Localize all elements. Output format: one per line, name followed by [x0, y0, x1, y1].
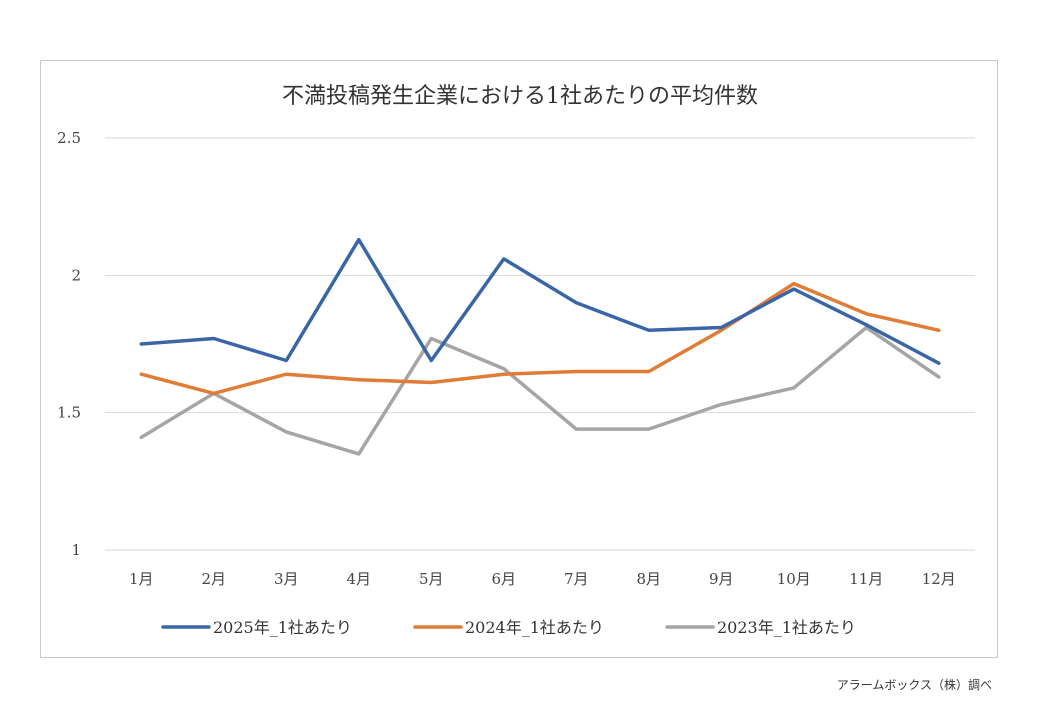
x-tick-label: 11月: [849, 570, 883, 588]
y-tick-label: 2: [71, 266, 81, 284]
source-credit: アラームボックス（株）調べ: [836, 678, 992, 692]
y-tick-label: 2.5: [57, 129, 81, 147]
series-line: [139, 237, 941, 365]
x-tick-label: 2月: [201, 570, 226, 588]
y-tick-label: 1.5: [57, 404, 81, 422]
legend-label: 2025年_1社あたり: [213, 618, 352, 637]
x-tick-label: 9月: [709, 570, 734, 588]
x-tick-label: 10月: [777, 570, 811, 588]
legend-label: 2024年_1社あたり: [465, 618, 604, 637]
x-tick-label: 4月: [346, 570, 371, 588]
x-tick-label: 5月: [419, 570, 444, 588]
y-tick-label: 1: [71, 541, 81, 559]
x-tick-label: 7月: [564, 570, 589, 588]
x-tick-label: 6月: [491, 570, 516, 588]
x-tick-label: 1月: [129, 570, 154, 588]
chart-frame: 不満投稿発生企業における1社あたりの平均件数 1 1.5 2 2.5 1月 2月 3月 4月…: [40, 60, 998, 658]
series-line: [139, 281, 941, 396]
series-line: [139, 325, 941, 456]
y-axis-ticks: 1 1.5 2 2.5: [57, 129, 81, 559]
series-lines: [139, 237, 941, 456]
chart-title: 不満投稿発生企業における1社あたりの平均件数: [282, 84, 758, 109]
legend-label: 2023年_1社あたり: [717, 618, 856, 637]
x-tick-label: 3月: [274, 570, 299, 588]
line-chart: 不満投稿発生企業における1社あたりの平均件数 1 1.5 2 2.5 1月 2月 3月 4月…: [57, 84, 975, 637]
x-tick-label: 12月: [922, 570, 956, 588]
legend: 2025年_1社あたり 2024年_1社あたり 2023年_1社あたり: [161, 618, 856, 637]
x-axis-ticks: 1月 2月 3月 4月 5月 6月 7月 8月 9月 10月 11月 12月: [129, 570, 956, 588]
x-tick-label: 8月: [636, 570, 661, 588]
